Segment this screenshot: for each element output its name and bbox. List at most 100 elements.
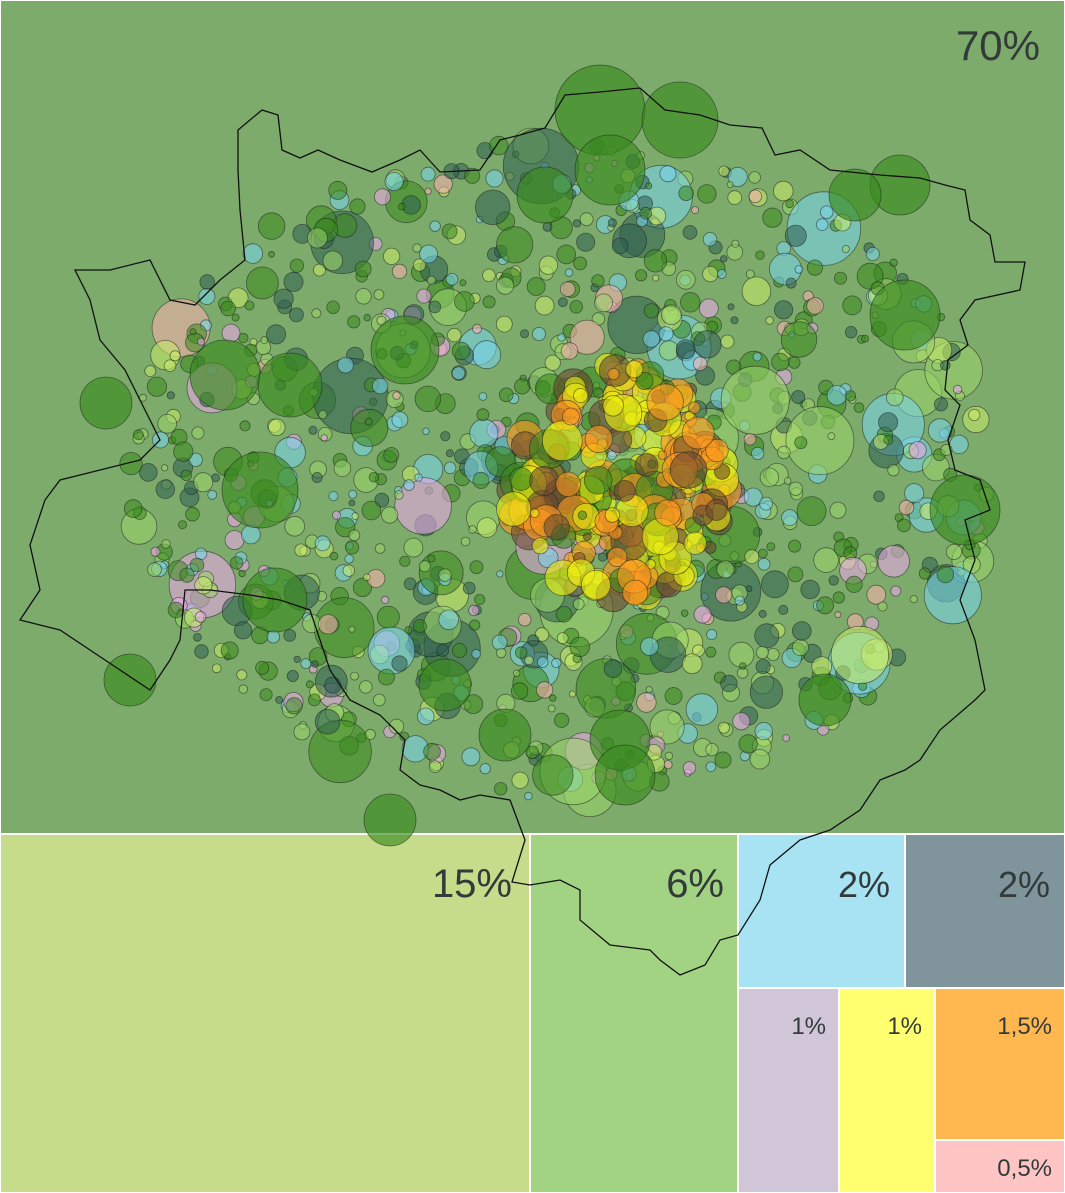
treemap-tile-6	[838, 987, 936, 1193]
bubble-mark	[139, 463, 158, 482]
bubble-mark	[755, 250, 765, 260]
bubble-mark	[541, 420, 583, 462]
bubble-mark	[642, 330, 661, 348]
bubble-mark	[398, 202, 406, 211]
bubble-mark	[384, 172, 404, 192]
bubble-mark	[739, 662, 747, 670]
bubble-mark	[577, 510, 588, 520]
bubble-mark	[185, 506, 200, 522]
bubble-mark	[468, 604, 480, 617]
bubble-mark	[929, 474, 1001, 546]
bubble-mark	[681, 653, 703, 674]
bubble-mark	[412, 243, 422, 253]
treemap-tile-3	[737, 833, 906, 989]
bubble-mark	[726, 181, 734, 189]
bubble-mark	[705, 761, 717, 773]
bubble-mark	[469, 418, 499, 448]
bubble-mark	[412, 258, 427, 272]
bubble-mark	[754, 721, 773, 741]
bubble-mark	[680, 292, 701, 313]
bubble-mark	[245, 266, 279, 300]
bubble-mark	[485, 169, 504, 188]
bubble-mark	[355, 288, 372, 305]
bubble-mark	[438, 568, 452, 582]
bubble-mark	[748, 189, 763, 204]
bubble-mark	[889, 258, 898, 267]
bubble-mark	[544, 354, 561, 371]
treemap-label-1: 15%	[432, 862, 512, 906]
bubble-mark	[639, 206, 652, 220]
bubble-mark	[765, 316, 774, 325]
bubble-mark	[861, 334, 870, 343]
bubble-mark	[602, 395, 624, 417]
treemap-label-6: 1%	[887, 1013, 922, 1040]
bubble-mark	[641, 81, 719, 159]
bubble-mark	[556, 244, 576, 265]
bubble-mark	[268, 418, 286, 437]
bubble-mark	[559, 281, 576, 298]
bubble-mark	[314, 535, 331, 552]
bubble-mark	[556, 632, 569, 644]
bubble-mark	[359, 680, 373, 694]
bubble-mark	[394, 490, 404, 500]
city-boundary-outline	[18, 87, 1026, 976]
bubble-mark	[782, 734, 790, 742]
bubble-mark	[738, 734, 758, 754]
bubble-mark	[221, 323, 241, 343]
bubble-mark	[877, 601, 888, 612]
bubble-mark	[418, 560, 431, 573]
bubble-mark	[380, 595, 390, 605]
bubble-mark	[613, 479, 636, 502]
treemap-tile-5	[737, 987, 840, 1193]
bubble-mark	[829, 501, 847, 519]
bubble-mark	[727, 303, 735, 311]
bubble-mark	[372, 693, 386, 707]
bubble-mark	[211, 663, 222, 674]
bubble-mark	[968, 408, 981, 421]
bubble-mark	[844, 390, 857, 402]
bubble-mark	[348, 625, 356, 633]
bubble-mark	[133, 429, 144, 441]
bubble-mark	[445, 272, 459, 286]
bubble-mark	[478, 392, 488, 401]
bubble-mark	[579, 212, 594, 227]
bubble-mark	[553, 712, 570, 728]
bubble-mark	[816, 596, 834, 615]
bubble-mark	[573, 256, 587, 271]
bubble-mark	[426, 275, 436, 285]
bubble-mark	[496, 276, 515, 295]
bubble-mark	[233, 621, 253, 640]
bubble-mark	[717, 721, 730, 734]
bubble-mark	[368, 472, 380, 483]
bubble-mark	[454, 291, 475, 312]
bubble-mark	[150, 546, 161, 557]
bubble-mark	[328, 180, 348, 200]
bubble-mark	[842, 295, 863, 316]
bubble-mark	[436, 644, 450, 657]
bubble-mark	[698, 298, 719, 319]
bubble-mark	[573, 388, 589, 404]
bubble-mark	[683, 531, 707, 555]
bubble-mark	[898, 499, 915, 516]
bubble-mark	[697, 184, 717, 204]
bubble-mark	[705, 438, 729, 463]
bubble-mark	[934, 397, 949, 412]
bubble-mark	[509, 467, 533, 491]
bubble-mark	[555, 605, 573, 623]
bubble-mark	[794, 265, 804, 274]
bubble-mark	[745, 269, 755, 279]
bubble-mark	[331, 510, 341, 520]
bubble-mark	[664, 751, 674, 761]
bubble-mark	[179, 567, 195, 583]
bubble-mark	[611, 237, 629, 255]
bubble-mark	[766, 648, 780, 662]
bubble-mark	[583, 465, 613, 495]
bubble-mark	[692, 356, 708, 372]
bubble-mark	[362, 573, 371, 582]
bubble-mark	[348, 499, 356, 507]
bubble-mark	[555, 471, 581, 498]
bubble-mark	[367, 626, 416, 675]
treemap-tile-4	[904, 833, 1065, 989]
bubble-mark	[518, 613, 532, 627]
bubble-mark	[885, 388, 904, 407]
